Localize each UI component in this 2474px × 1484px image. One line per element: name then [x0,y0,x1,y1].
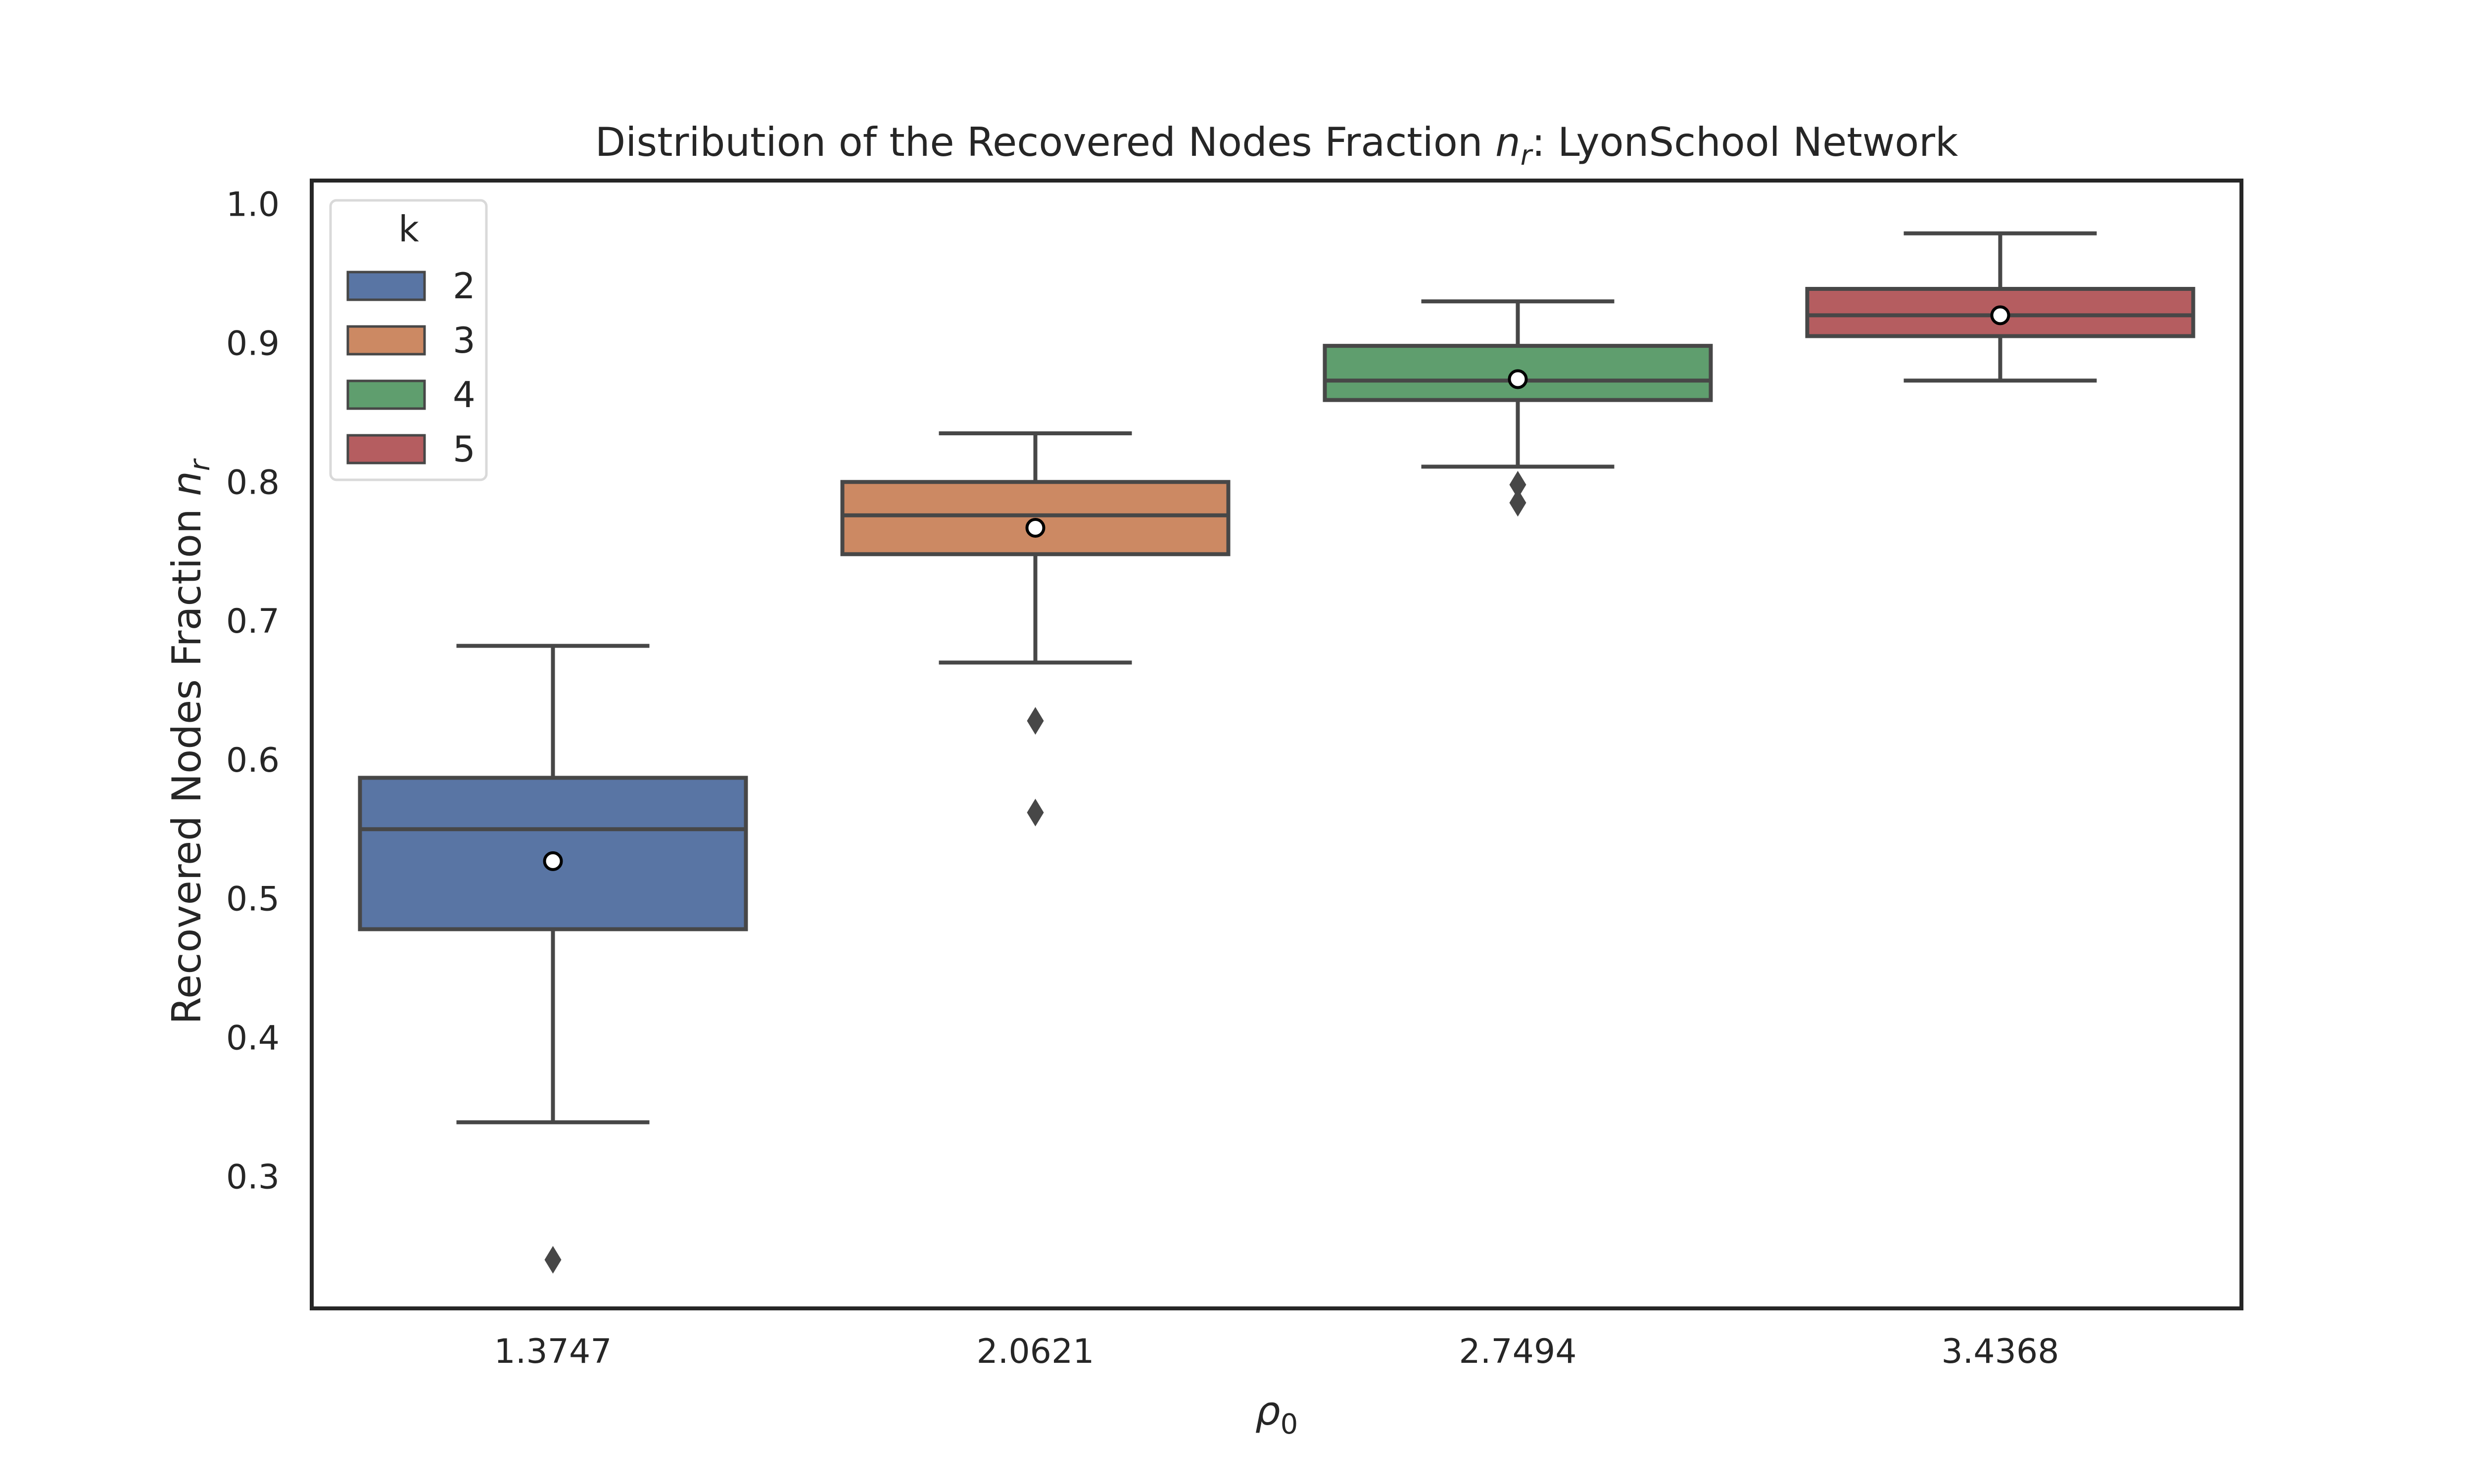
plot-frame [310,179,2243,1310]
outlier-marker [1509,489,1526,517]
outlier-marker [1509,470,1526,499]
box-group-k5 [1805,231,2195,383]
x-tick-label: 2.0621 [977,1332,1094,1371]
mean-marker [543,851,563,871]
y-tick-label: 0.7 [226,602,280,641]
legend-entry-label: 4 [453,374,476,416]
box-group-k3 [840,431,1231,827]
legend-swatch [346,434,426,464]
legend-swatch [346,379,426,410]
x-axis-label: ρ0 [1255,1388,1298,1440]
legend-entry-label: 3 [453,320,476,361]
y-tick-label: 1.0 [226,186,280,225]
box-group-k4 [1323,299,1713,517]
x-tick-label: 2.7494 [1459,1332,1577,1371]
legend: k 2 3 4 5 [329,199,488,481]
legend-title: k [398,208,419,250]
y-tick-labels: 0.3 0.4 0.5 0.6 0.7 0.8 0.9 1.0 [226,186,280,1197]
legend-swatch [346,271,426,301]
y-tick-label: 0.4 [226,1019,280,1058]
mean-marker [1508,369,1528,389]
legend-entry-label: 2 [453,265,476,307]
y-tick-label: 0.9 [226,325,280,364]
box-group-k2 [358,644,748,1274]
outlier-marker [544,1246,562,1274]
x-tick-label: 1.3747 [494,1332,612,1371]
chart-title: Distribution of the Recovered Nodes Frac… [595,119,1958,172]
mean-marker [1025,517,1046,538]
outlier-marker [1027,707,1044,735]
y-axis-label: Recovered Nodes Fraction nr [164,458,216,1024]
x-tick-label: 3.4368 [1942,1332,2059,1371]
x-tick-labels: 1.3747 2.0621 2.7494 3.4368 [494,1332,2059,1371]
box-series [358,231,2195,1274]
box-iqr [1805,287,2195,338]
y-tick-label: 0.3 [226,1158,280,1197]
y-tick-label: 0.5 [226,880,280,919]
mean-marker [1990,305,2010,325]
y-tick-label: 0.8 [226,463,280,502]
legend-entry-label: 5 [453,428,476,470]
outlier-marker [1027,798,1044,827]
legend-swatch [346,325,426,356]
y-tick-label: 0.6 [226,741,280,780]
